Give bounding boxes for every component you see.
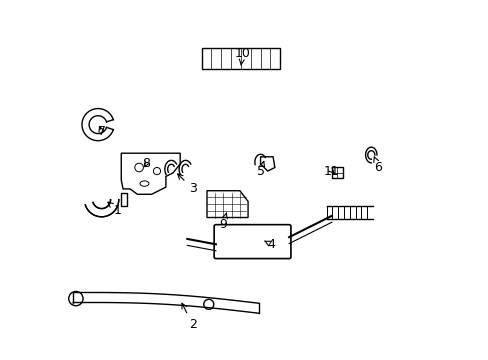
Text: 11: 11 [324,165,339,177]
Bar [331,167,342,178]
Text: 9: 9 [219,213,227,231]
Text: 6: 6 [373,157,382,174]
Polygon shape [85,200,119,217]
Text: 2: 2 [182,303,196,331]
Text: 8: 8 [142,157,150,170]
Polygon shape [85,200,119,217]
Text: 5: 5 [256,161,264,177]
Text: 10: 10 [234,47,250,65]
Text: 4: 4 [264,238,275,251]
Polygon shape [82,109,113,141]
Text: 3: 3 [177,174,196,195]
Text: 1: 1 [108,202,122,217]
Text: 7: 7 [98,125,105,138]
